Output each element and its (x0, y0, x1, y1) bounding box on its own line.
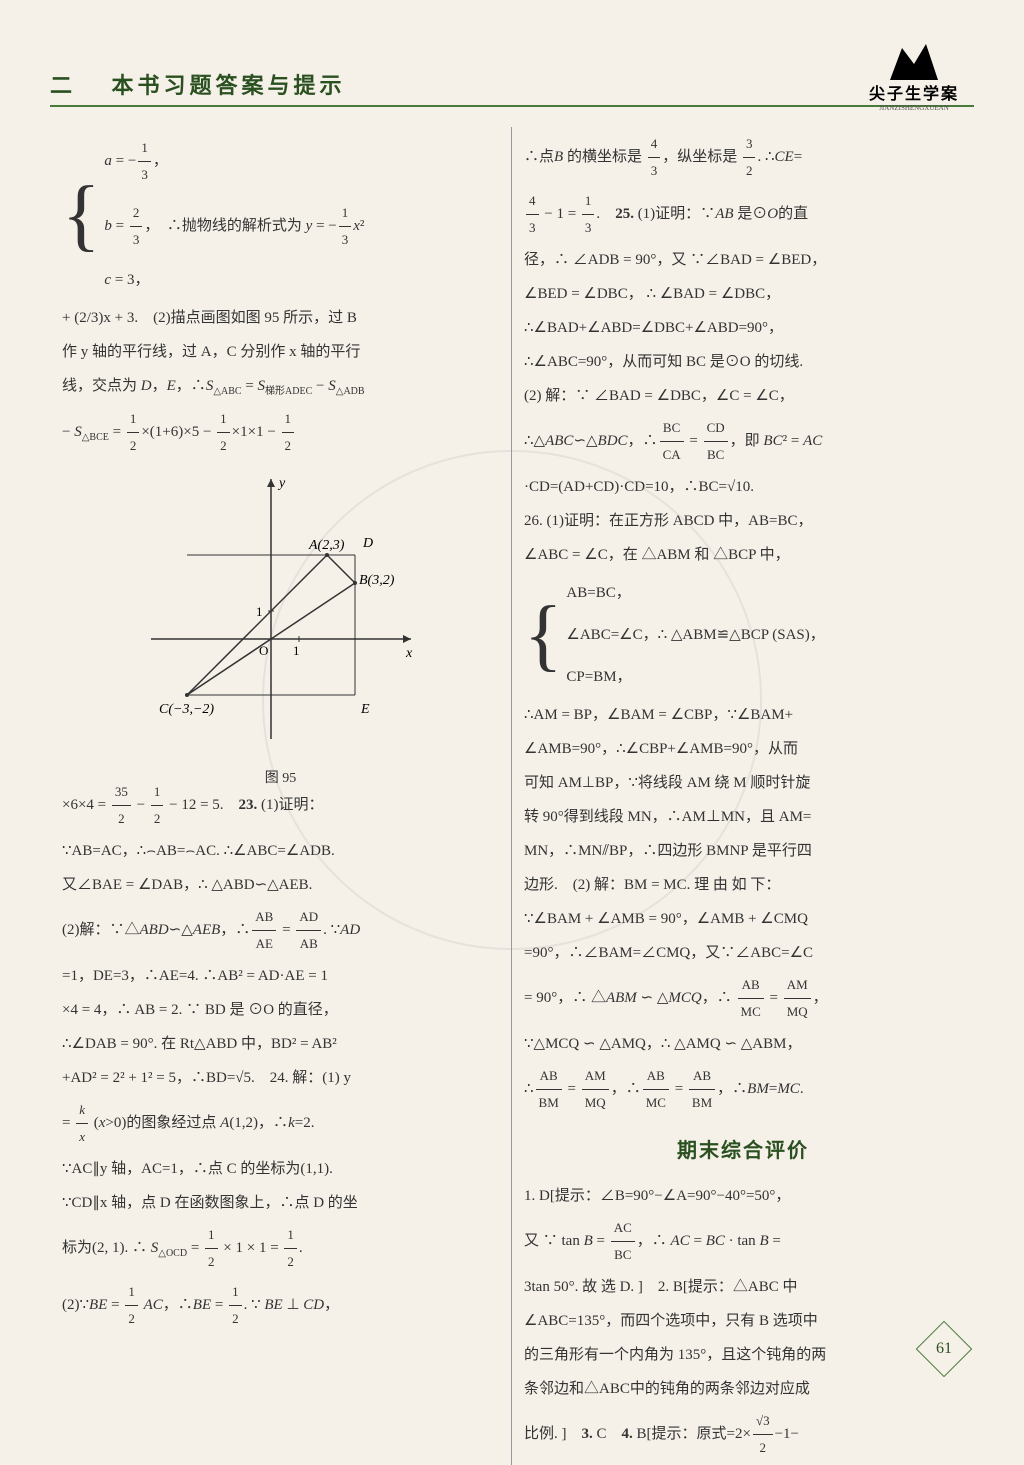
text-line: ∠BED = ∠DBC， ∴ ∠BAD = ∠DBC， (524, 279, 962, 309)
sys-eq3: c = 3， (104, 265, 364, 295)
text-line: ∴∠DAB = 90°. 在 Rt△ABD 中，BD² = AB² (62, 1029, 499, 1059)
text-line: 1. D[提示：∠B=90°−∠A=90°−40°=50°， (524, 1181, 962, 1211)
text-line: ∠AMB=90°，∴∠CBP+∠AMB=90°，从而 (524, 734, 962, 764)
text-line: 3tan 50°. 故 选 D. ] 2. B[提示：△ABC 中 (524, 1272, 962, 1302)
sys-eq1: a = −13， (104, 135, 364, 188)
left-brace-icon: { (62, 183, 100, 247)
header-title: 二 本书习题答案与提示 (50, 68, 346, 100)
equation-system-1: { a = −13， b = 23， ∴抛物线的解析式为 y = −13x² c… (62, 135, 499, 295)
content-area: { a = −13， b = 23， ∴抛物线的解析式为 y = −13x² c… (50, 127, 974, 1465)
left-brace-icon: { (524, 603, 562, 667)
section-heading: 期末综合评价 (524, 1131, 962, 1171)
text-line: ∵AB=AC，∴⌢AB=⌢AC. ∴∠ABC=∠ADB. (62, 836, 499, 866)
text-line: ∵AC∥y 轴，AC=1，∴点 C 的坐标为(1,1). (62, 1154, 499, 1184)
text-line: ∵CD∥x 轴，点 D 在函数图象上，∴点 D 的坐 (62, 1188, 499, 1218)
tick-one: 1 (293, 643, 300, 658)
point-B: B(3,2) (359, 573, 395, 588)
text-line: + (2/3)x + 3. (2)描点画图如图 95 所示，过 B (62, 303, 499, 333)
sys-eq2: b = 23， ∴抛物线的解析式为 y = −13x² (104, 200, 364, 253)
logo-text: 尖子生学案 (854, 80, 974, 104)
text-line: 可知 AM⊥BP，∵将线段 AM 绕 M 顺时针旋 (524, 768, 962, 798)
graph-svg: x y O 1 1 A(2,3) B(3,2) C(−3,−2) D E (141, 469, 421, 749)
text-line: ∠ABC=135°，而四个选项中，只有 B 选项中 (524, 1306, 962, 1336)
text-line: 标为(2, 1). ∴ S△OCD = 12 × 1 × 1 = 12. (62, 1222, 499, 1275)
sys2-eq2: ∠ABC=∠C，∴ △ABM≌△BCP (SAS)， (566, 620, 824, 650)
x-label: x (405, 646, 413, 661)
text-line: 线，交点为 D，E，∴S△ABC = S梯形ADEC − S△ADB (62, 371, 499, 402)
text-line: 26. (1)证明：在正方形 ABCD 中，AB=BC， (524, 506, 962, 536)
text-line: +AD² = 2² + 1² = 5，∴BD=√5. 24. 解：(1) y (62, 1063, 499, 1093)
text-line: (2) 解：∵ ∠BAD = ∠DBC，∠C = ∠C， (524, 381, 962, 411)
coordinate-graph: x y O 1 1 A(2,3) B(3,2) C(−3,−2) D E (141, 469, 421, 769)
text-line: 边形. (2) 解：BM = MC. 理 由 如 下： (524, 870, 962, 900)
logo-subtitle: JIANZISHENGXUEAN (854, 104, 974, 112)
text-line: ∴∠BAD+∠ABD=∠DBC+∠ABD=90°， (524, 313, 962, 343)
text-line: 转 90°得到线段 MN，∴AM⊥MN，且 AM= (524, 802, 962, 832)
text-line: ·CD=(AD+CD)·CD=10，∴BC=√10. (524, 472, 962, 502)
text-line: ∵△MCQ ∽ △AMQ，∴ △AMQ ∽ △ABM， (524, 1029, 962, 1059)
right-column: ∴点B 的横坐标是 43，纵坐标是 32. ∴CE= 43 − 1 = 13. … (512, 127, 974, 1465)
graph-caption: 图 95 (141, 765, 421, 793)
text-line: 43 − 1 = 13. 25. (1)证明：∵AB 是⊙O的直 (524, 188, 962, 241)
point-D: D (362, 536, 373, 551)
text-line: ∴△ABC∽△BDC，∴BCCA = CDBC，即 BC² = AC (524, 415, 962, 468)
text-line: (2)解：∵△ABD∽△AEB，∴ABAE = ADAB. ∵AD (62, 904, 499, 957)
section-number: 二 (50, 73, 76, 98)
text-line: ∴ABBM = AMMQ，∴ABMC = ABBM，∴BM=MC. (524, 1063, 962, 1116)
text-line: (2)∵BE = 12 AC，∴BE = 12. ∵ BE ⊥ CD， (62, 1279, 499, 1332)
sys2-eq3: CP=BM， (566, 662, 824, 692)
page-header: 二 本书习题答案与提示 尖子生学案 JIANZISHENGXUEAN (50, 40, 974, 107)
text-line: ×4 = 4，∴ AB = 2. ∵ BD 是 ⊙O 的直径， (62, 995, 499, 1025)
left-column: { a = −13， b = 23， ∴抛物线的解析式为 y = −13x² c… (50, 127, 512, 1465)
text-line: 作 y 轴的平行线，过 A，C 分别作 x 轴的平行 (62, 337, 499, 367)
text-line: ∠ABC = ∠C，在 △ABM 和 △BCP 中， (524, 540, 962, 570)
title-text: 本书习题答案与提示 (112, 73, 346, 98)
page-number: 61 (936, 1340, 952, 1358)
sys2-eq1: AB=BC， (566, 578, 824, 608)
text-line: 径，∴ ∠ADB = 90°，又 ∵∠BAD = ∠BED， (524, 245, 962, 275)
text-line: =1，DE=3，∴AE=4. ∴AB² = AD·AE = 1 (62, 961, 499, 991)
text-line: = 90°，∴ △ABM ∽ △MCQ，∴ ABMC = AMMQ， (524, 972, 962, 1025)
text-line: ∴∠ABC=90°，从而可知 BC 是⊙O 的切线. (524, 347, 962, 377)
text-line: 的三角形有一个内角为 135°，且这个钝角的两 (524, 1340, 962, 1370)
text-line: ∴AM = BP，∠BAM = ∠CBP，∵∠BAM+ (524, 700, 962, 730)
text-line: =90°，∴∠BAM=∠CMQ，又∵∠ABC=∠C (524, 938, 962, 968)
text-line: = kx (x>0)的图象经过点 A(1,2)，∴k=2. (62, 1097, 499, 1150)
text-line: ∵∠BAM + ∠AMB = 90°，∠AMB + ∠CMQ (524, 904, 962, 934)
mountain-icon (874, 40, 954, 80)
text-line: 又 ∵ tan B = ACBC，∴ AC = BC · tan B = (524, 1215, 962, 1268)
y-label: y (277, 476, 286, 491)
point-C: C(−3,−2) (159, 702, 214, 717)
text-line: MN，∴MN⫽BP，∴四边形 BMNP 是平行四 (524, 836, 962, 866)
brace-content: AB=BC， ∠ABC=∠C，∴ △ABM≌△BCP (SAS)， CP=BM， (562, 578, 824, 692)
svg-text:1: 1 (256, 604, 263, 619)
text-line: 又∠BAE = ∠DAB，∴ △ABD∽△AEB. (62, 870, 499, 900)
text-line: 比例. ] 3. C 4. B[提示：原式=2×√32−1− (524, 1408, 962, 1461)
equation-system-2: { AB=BC， ∠ABC=∠C，∴ △ABM≌△BCP (SAS)， CP=B… (524, 578, 962, 692)
text-line: − S△BCE = 12×(1+6)×5 − 12×1×1 − 12 (62, 406, 499, 459)
text-line: 条邻边和△ABC中的钝角的两条邻边对应成 (524, 1374, 962, 1404)
point-A: A(2,3) (308, 538, 345, 553)
text-line: ∴点B 的横坐标是 43，纵坐标是 32. ∴CE= (524, 131, 962, 184)
brand-logo: 尖子生学案 JIANZISHENGXUEAN (854, 40, 974, 100)
point-E: E (360, 702, 370, 717)
brace-content: a = −13， b = 23， ∴抛物线的解析式为 y = −13x² c =… (100, 135, 364, 295)
